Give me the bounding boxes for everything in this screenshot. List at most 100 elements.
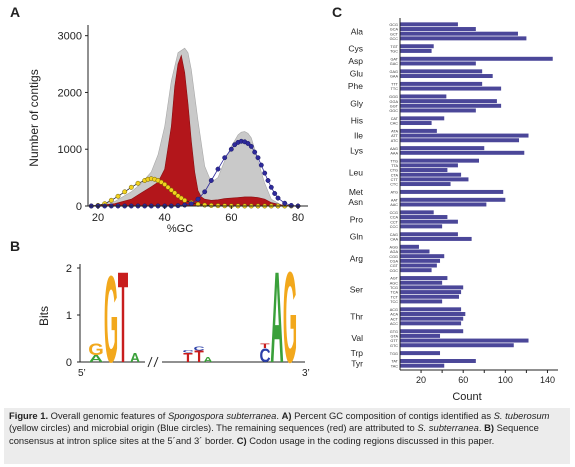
- amino-acid-label: Leu: [349, 167, 363, 177]
- codon-bar: [400, 22, 458, 27]
- codon-bar: [400, 316, 464, 321]
- codon-label: ATC: [391, 139, 399, 143]
- codon-label: CCG: [390, 211, 398, 215]
- logo-letter-a: A: [130, 350, 140, 364]
- yellow-circles-point: [135, 180, 141, 186]
- codon-label: AGC: [390, 281, 398, 285]
- caption-b-text: Sequence consensus at intron splice site…: [9, 422, 539, 446]
- codon-label: CGC: [390, 269, 399, 273]
- codon-bar: [400, 36, 527, 41]
- blue-circles-point: [228, 146, 234, 152]
- amino-acid-label: Lys: [350, 146, 363, 156]
- codon-bar: [400, 343, 514, 348]
- codon-bar: [400, 290, 462, 295]
- codon-bar: [400, 219, 458, 224]
- codon-label: GGA: [390, 100, 399, 104]
- codon-label: CAT: [391, 117, 399, 121]
- codon-bar: [400, 108, 476, 113]
- logo-letter-c: C: [182, 349, 193, 353]
- blue-circles-point: [275, 195, 281, 201]
- blue-circles-point: [248, 143, 254, 149]
- codon-bar: [400, 258, 441, 263]
- caption-a-label: A): [281, 410, 292, 421]
- codon-label: TCG: [390, 286, 398, 290]
- codon-bar: [400, 299, 443, 304]
- codon-label: AAG: [390, 147, 398, 151]
- amino-acid-label: Asn: [348, 197, 363, 207]
- codon-label: AGT: [390, 277, 398, 281]
- logo-letter-c: C: [259, 344, 270, 366]
- codon-bar: [400, 363, 445, 368]
- codon-label: TGG: [390, 352, 398, 356]
- codon-bar: [400, 215, 448, 220]
- codon-label: ATA: [391, 130, 398, 134]
- codon-label: TGT: [390, 45, 398, 49]
- codon-bar: [400, 177, 469, 182]
- blue-circles-point: [232, 142, 238, 148]
- codon-label: GTG: [390, 330, 398, 334]
- codon-label: CCT: [390, 220, 398, 224]
- codon-bar: [400, 329, 464, 334]
- caption-a-species: S. tuberosum: [493, 410, 550, 421]
- x-tick-label: 100: [498, 375, 513, 385]
- codon-bar: [400, 197, 506, 202]
- codon-bar: [400, 150, 525, 155]
- caption-intro: Overall genomic features of: [48, 410, 168, 421]
- codon-label: GAT: [390, 57, 398, 61]
- y-tick-label: 0: [66, 357, 72, 369]
- codon-label: CTC: [390, 183, 398, 187]
- codon-bar: [400, 263, 437, 268]
- blue-circles-point: [265, 178, 271, 183]
- codon-bar: [400, 44, 434, 49]
- y-tick-label: 3000: [58, 31, 82, 43]
- codon-label: ACT: [390, 317, 398, 321]
- amino-acid-label: Met: [349, 187, 364, 197]
- amino-acid-label: Arg: [350, 254, 364, 264]
- logo-letter-c: C: [193, 346, 204, 351]
- codon-label: GCT: [390, 32, 399, 36]
- logo-letter-g: G: [88, 341, 104, 359]
- codon-label: ACG: [390, 308, 398, 312]
- amino-acid-label: Thr: [350, 311, 363, 321]
- amino-acid-label: Ile: [354, 131, 363, 141]
- codon-label: CAG: [390, 233, 398, 237]
- blue-circles-point: [288, 202, 294, 208]
- y-tick-label: 0: [76, 201, 82, 213]
- codon-label: CCA: [390, 216, 398, 220]
- blue-circles-point: [245, 141, 251, 146]
- codon-bar: [400, 224, 443, 229]
- x-tick-label: 20: [92, 212, 104, 224]
- codon-label: CTT: [391, 178, 399, 182]
- codon-label: CGT: [390, 264, 399, 268]
- yellow-circles-point: [128, 184, 134, 190]
- axis-break: [147, 356, 159, 368]
- codon-label: GTA: [390, 335, 398, 339]
- x-tick-label: 40: [159, 212, 171, 224]
- logo-letter-t: T: [183, 351, 193, 366]
- blue-circles-point: [208, 178, 214, 183]
- codon-bar: [400, 168, 448, 173]
- codon-bar: [400, 249, 430, 254]
- codon-bar: [400, 359, 476, 363]
- codon-bar: [400, 138, 520, 143]
- logo-letter-t: T: [194, 349, 204, 366]
- codon-label: TAT: [391, 360, 398, 364]
- codon-bar: [400, 232, 458, 237]
- codon-bar: [400, 182, 451, 187]
- codon-label: GGT: [390, 104, 399, 108]
- codon-bar: [400, 86, 502, 91]
- y-axis-label: Number of contigs: [27, 69, 41, 166]
- red-area-series: [87, 54, 308, 207]
- blue-circles-point: [258, 162, 264, 168]
- codon-label: ATT: [391, 134, 399, 138]
- codon-bar: [400, 74, 493, 79]
- codon-label: CAA: [390, 238, 398, 242]
- y-tick-label: 1: [66, 310, 72, 322]
- codon-label: AAC: [390, 203, 398, 207]
- caption-figure-number: Figure 1.: [9, 410, 49, 421]
- codon-bar: [400, 27, 476, 32]
- yellow-circles-point: [172, 190, 178, 196]
- amino-acid-label: Phe: [348, 81, 363, 91]
- yellow-circles-point: [175, 193, 181, 199]
- codon-label: AGG: [390, 245, 398, 249]
